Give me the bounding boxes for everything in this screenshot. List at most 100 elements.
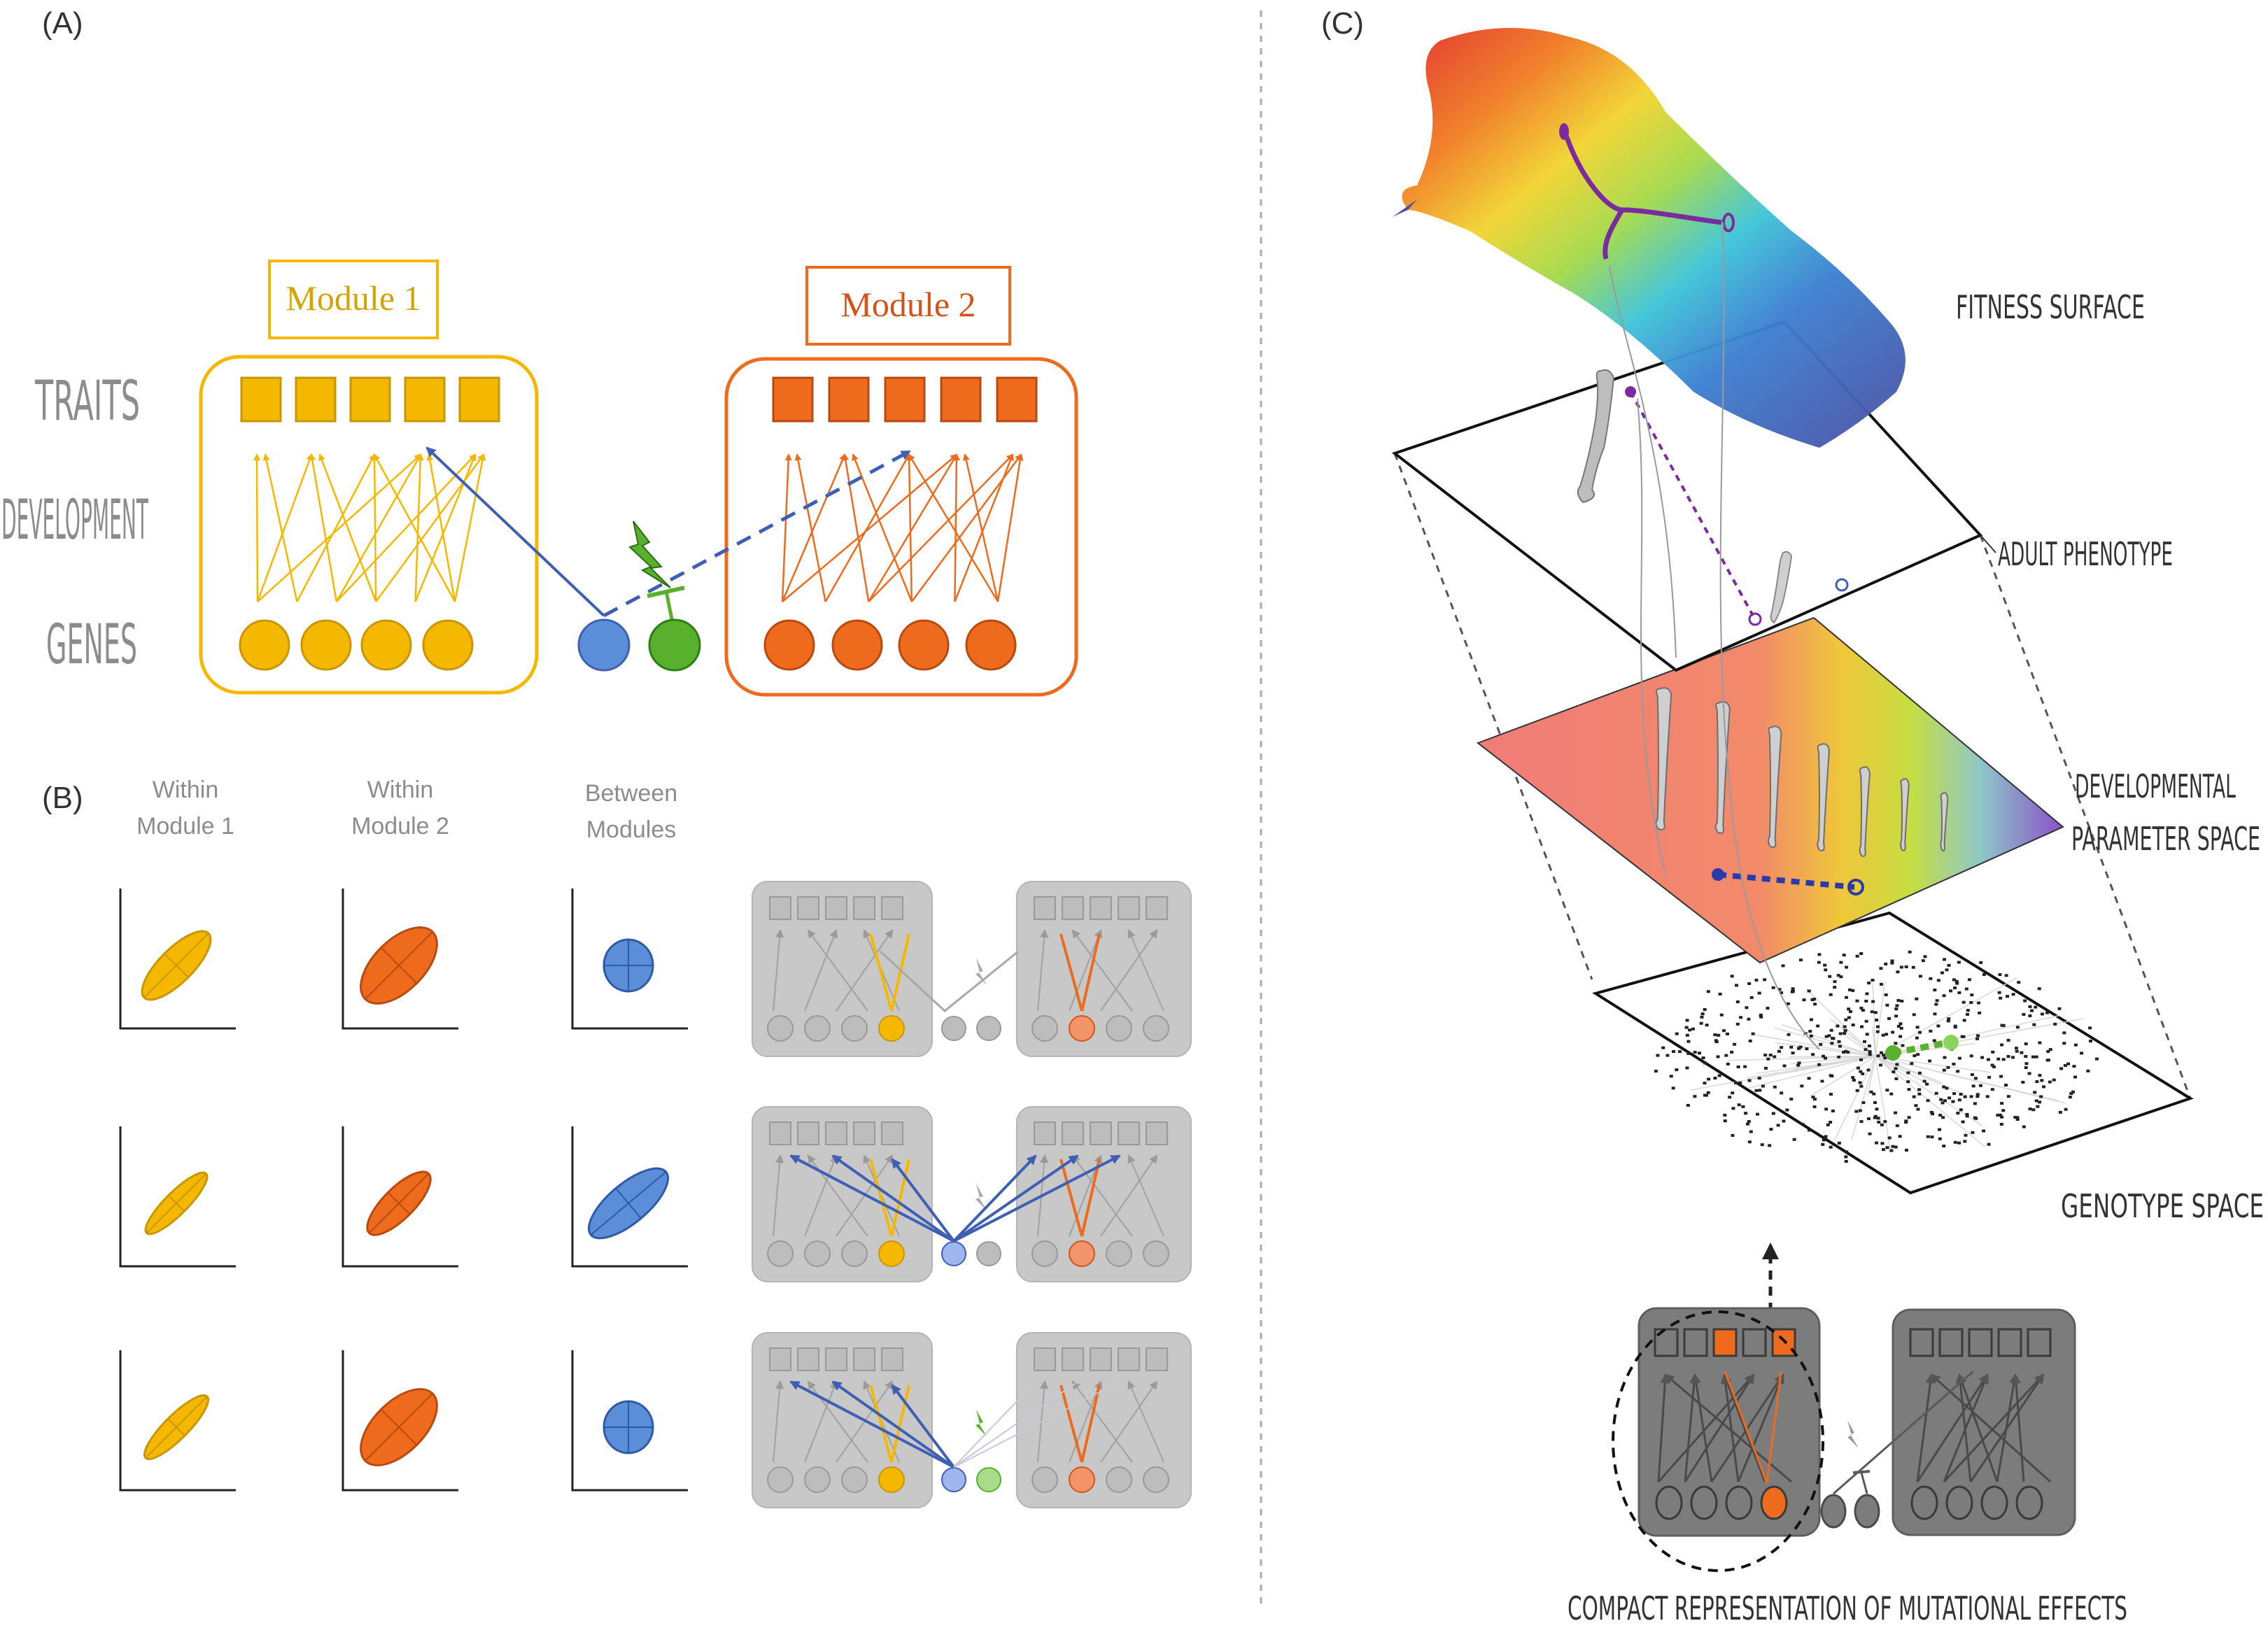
network-edge <box>1774 1027 1876 1057</box>
network-node <box>1786 1002 1790 1005</box>
network-node <box>1838 1032 1843 1035</box>
inhibition-bar-icon <box>1852 1470 1871 1474</box>
network-node <box>1675 1032 1679 1035</box>
development-arrow <box>373 453 456 602</box>
network-node <box>1686 1040 1691 1043</box>
network-node <box>1731 1091 1735 1095</box>
mini-trait <box>825 1121 847 1145</box>
mini-arrow <box>1069 929 1102 1012</box>
network-node <box>1904 1148 1908 1152</box>
blue-regulator-gene <box>577 618 631 672</box>
network-node <box>1755 1112 1759 1116</box>
panel-label-a: (A) <box>42 6 83 41</box>
network-edge <box>1775 1042 1876 1057</box>
compact-trait <box>1968 1328 1993 1357</box>
network-node <box>1873 1114 1878 1118</box>
network-node <box>1843 1025 1847 1028</box>
network-node <box>1781 964 1785 968</box>
compact-highlight-ring <box>1612 1310 1824 1572</box>
correlation-ellipse <box>360 926 438 1005</box>
trait-square <box>458 376 500 423</box>
network-node <box>1811 1096 1815 1099</box>
gene-circle <box>965 619 1017 671</box>
genotype-mutation-step <box>1892 1039 1950 1056</box>
network-node <box>1914 1104 1918 1107</box>
network-node <box>1901 1044 1905 1047</box>
network-node <box>1885 1146 1889 1149</box>
mini-arrow <box>1100 929 1158 1012</box>
network-node <box>1833 980 1837 984</box>
network-node <box>1802 998 1806 1002</box>
trait-square <box>349 376 391 423</box>
compact-arrow <box>1996 1373 2019 1482</box>
network-node <box>1829 993 1833 996</box>
network-node <box>2024 1055 2028 1059</box>
mini-module-box <box>1016 1106 1192 1282</box>
network-node <box>1688 1028 1692 1032</box>
network-node <box>1785 1108 1789 1112</box>
network-node <box>1976 1001 1980 1005</box>
network-node <box>1754 978 1759 982</box>
network-node <box>1837 1040 1841 1043</box>
network-node <box>1971 1131 1975 1134</box>
mini-arrow <box>1071 1154 1133 1237</box>
network-node <box>2068 1096 2072 1099</box>
network-node <box>2046 1049 2050 1053</box>
network-node <box>1733 1081 1738 1084</box>
network-node <box>1757 1077 1761 1080</box>
network-node <box>1976 1034 1980 1038</box>
network-node <box>1975 1095 1980 1098</box>
network-node <box>1859 1120 1864 1124</box>
development-arrow <box>257 453 422 602</box>
genotype-end-node <box>1943 1035 1959 1050</box>
mini-trait <box>1090 1347 1112 1371</box>
network-node <box>1956 1070 1960 1073</box>
module2-traits <box>772 376 1038 423</box>
mini-module-box <box>752 1332 933 1508</box>
development-arrow <box>842 453 870 602</box>
network-node <box>1865 992 1869 996</box>
network-node <box>1879 982 1883 986</box>
network-node <box>1887 1017 1892 1020</box>
network-node <box>1768 1144 1772 1147</box>
network-node <box>1917 1088 1922 1091</box>
network-node <box>1891 1145 1895 1148</box>
network-node <box>1896 970 1900 974</box>
network-node <box>1855 1089 1859 1092</box>
development-arrow <box>782 453 958 602</box>
network-edge <box>1790 1056 1876 1064</box>
network-node <box>1745 1006 1749 1010</box>
network-node <box>1959 1093 1963 1096</box>
network-node <box>1844 1018 1848 1021</box>
development-arrow <box>453 453 486 602</box>
network-node <box>1868 1132 1872 1135</box>
network-edge <box>1851 1056 1876 1140</box>
network-node <box>1885 1089 1889 1092</box>
network-node <box>1809 1018 1813 1021</box>
ellipse-minor-axis <box>380 947 418 984</box>
development-arrow <box>824 453 910 602</box>
network-node <box>1837 1055 1841 1059</box>
network-edge <box>1875 977 2017 1057</box>
network-node <box>1894 1042 1898 1045</box>
lightning-bolt-icon <box>1847 1420 1859 1448</box>
network-node <box>1933 1012 1937 1016</box>
network-node <box>2062 1031 2066 1035</box>
network-node <box>2069 1092 2073 1096</box>
mini-trait <box>1034 896 1056 920</box>
development-arrow <box>414 453 424 602</box>
network-node <box>1707 1077 1711 1081</box>
trait-square <box>996 376 1038 423</box>
compact-arrow <box>1930 1373 2052 1483</box>
trait-square <box>772 376 814 423</box>
network-node <box>1940 971 1944 975</box>
trait-square <box>884 376 926 423</box>
network-node <box>1871 979 1875 982</box>
compact-module1-box <box>1637 1307 1821 1537</box>
label-developmental-line2: PARAMETER SPACE <box>2071 820 2260 858</box>
mini-trait <box>1146 1347 1168 1371</box>
lightning-bolt-icon <box>975 1184 987 1210</box>
compact-gene <box>1945 1485 1973 1520</box>
network-node <box>1817 953 1822 956</box>
